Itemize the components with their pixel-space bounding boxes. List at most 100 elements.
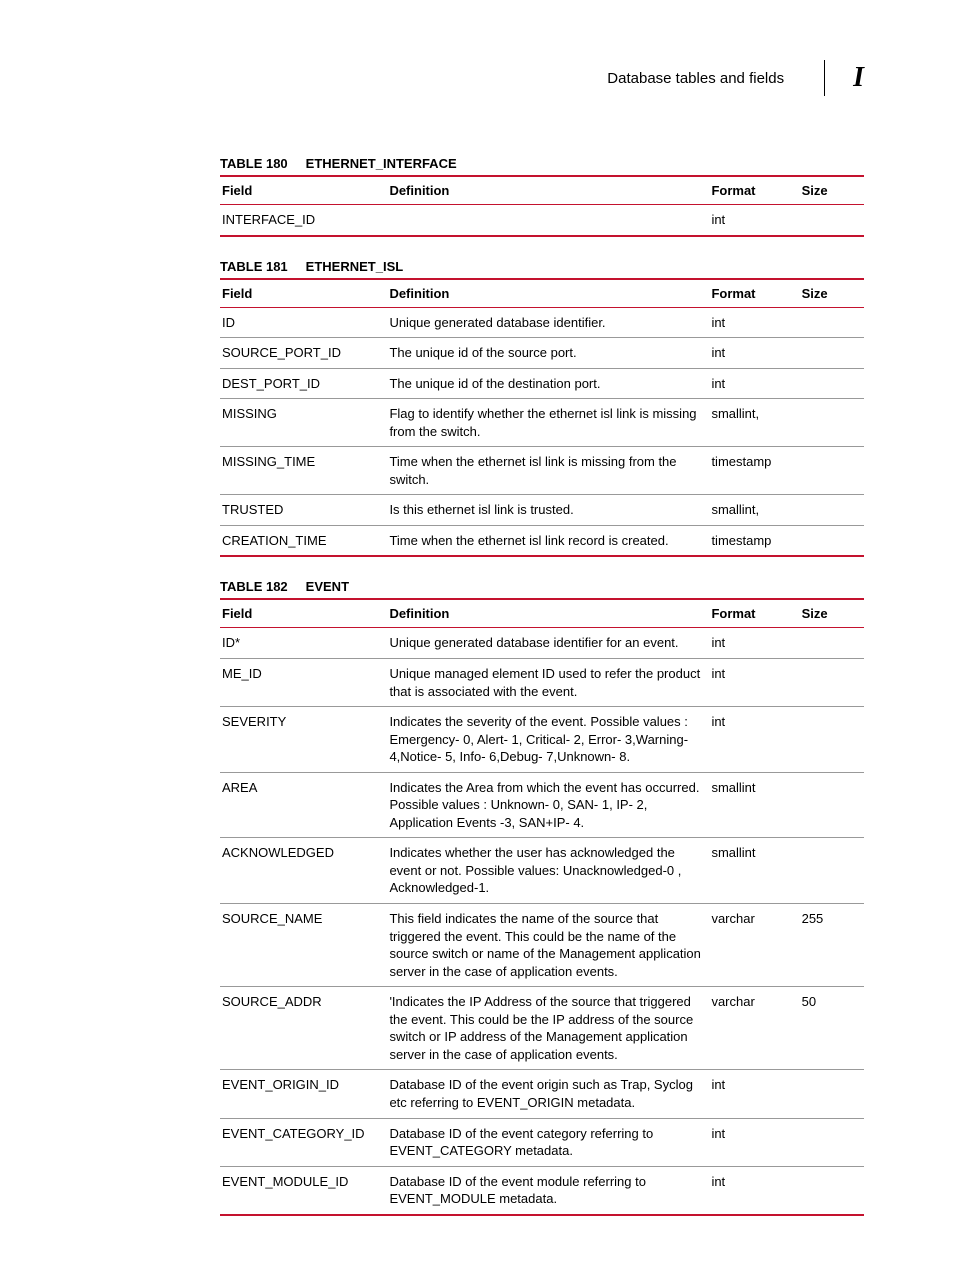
table-row: EVENT_MODULE_IDDatabase ID of the event … — [220, 1166, 864, 1215]
table-row: MISSINGFlag to identify whether the ethe… — [220, 399, 864, 447]
table-row: ME_IDUnique managed element ID used to r… — [220, 659, 864, 707]
cell-definition: The unique id of the destination port. — [387, 368, 709, 399]
table-block: TABLE 181 ETHERNET_ISL FieldDefinitionForm… — [220, 259, 864, 558]
table-row: SEVERITYIndicates the severity of the ev… — [220, 707, 864, 773]
cell-format: int — [709, 307, 799, 338]
table-name: EVENT — [306, 579, 349, 594]
cell-definition: Time when the ethernet isl link record i… — [387, 525, 709, 556]
table-row: SOURCE_ADDR'Indicates the IP Address of … — [220, 987, 864, 1070]
col-header-field: Field — [220, 176, 387, 205]
table-row: CREATION_TIMETime when the ethernet isl … — [220, 525, 864, 556]
cell-size — [800, 205, 864, 236]
table-header-row: FieldDefinitionFormatSize — [220, 279, 864, 308]
cell-definition: The unique id of the source port. — [387, 338, 709, 369]
cell-format: smallint — [709, 838, 799, 904]
table-number: TABLE 182 — [220, 579, 288, 594]
table-row: INTERFACE_IDint — [220, 205, 864, 236]
cell-definition: Indicates whether the user has acknowled… — [387, 838, 709, 904]
cell-format: timestamp — [709, 525, 799, 556]
cell-field: EVENT_MODULE_ID — [220, 1166, 387, 1215]
table-row: MISSING_TIMETime when the ethernet isl l… — [220, 447, 864, 495]
cell-definition: Database ID of the event category referr… — [387, 1118, 709, 1166]
cell-format: int — [709, 1166, 799, 1215]
cell-format: int — [709, 628, 799, 659]
cell-size — [800, 307, 864, 338]
table-row: TRUSTEDIs this ethernet isl link is trus… — [220, 495, 864, 526]
cell-field: SOURCE_PORT_ID — [220, 338, 387, 369]
cell-field: TRUSTED — [220, 495, 387, 526]
table-number: TABLE 180 — [220, 156, 288, 171]
cell-field: SEVERITY — [220, 707, 387, 773]
cell-definition: Unique generated database identifier. — [387, 307, 709, 338]
table-number: TABLE 181 — [220, 259, 288, 274]
cell-definition: Indicates the Area from which the event … — [387, 772, 709, 838]
cell-definition: Database ID of the event module referrin… — [387, 1166, 709, 1215]
cell-size: 255 — [800, 904, 864, 987]
cell-size — [800, 1070, 864, 1118]
cell-size — [800, 838, 864, 904]
cell-format: varchar — [709, 987, 799, 1070]
cell-format: int — [709, 707, 799, 773]
table-row: DEST_PORT_IDThe unique id of the destina… — [220, 368, 864, 399]
table-caption: TABLE 182 EVENT — [220, 579, 864, 594]
cell-definition — [387, 205, 709, 236]
table-row: SOURCE_PORT_IDThe unique id of the sourc… — [220, 338, 864, 369]
db-table: FieldDefinitionFormatSizeID*Unique gener… — [220, 598, 864, 1215]
cell-field: AREA — [220, 772, 387, 838]
col-header-size: Size — [800, 279, 864, 308]
cell-field: EVENT_ORIGIN_ID — [220, 1070, 387, 1118]
cell-field: MISSING — [220, 399, 387, 447]
cell-field: EVENT_CATEGORY_ID — [220, 1118, 387, 1166]
col-header-field: Field — [220, 279, 387, 308]
db-table: FieldDefinitionFormatSizeINTERFACE_IDint — [220, 175, 864, 237]
cell-size: 50 — [800, 987, 864, 1070]
cell-definition: Time when the ethernet isl link is missi… — [387, 447, 709, 495]
cell-size — [800, 772, 864, 838]
table-row: SOURCE_NAMEThis field indicates the name… — [220, 904, 864, 987]
cell-size — [800, 1118, 864, 1166]
cell-size — [800, 659, 864, 707]
cell-field: ID — [220, 307, 387, 338]
col-header-definition: Definition — [387, 599, 709, 628]
cell-field: ME_ID — [220, 659, 387, 707]
cell-size — [800, 368, 864, 399]
cell-field: SOURCE_ADDR — [220, 987, 387, 1070]
cell-field: ACKNOWLEDGED — [220, 838, 387, 904]
page: Database tables and fields I TABLE 180 ET… — [0, 0, 954, 1278]
cell-format: int — [709, 205, 799, 236]
cell-format: int — [709, 368, 799, 399]
table-header-row: FieldDefinitionFormatSize — [220, 599, 864, 628]
cell-format: smallint — [709, 772, 799, 838]
cell-format: int — [709, 1118, 799, 1166]
cell-definition: Is this ethernet isl link is trusted. — [387, 495, 709, 526]
cell-size — [800, 495, 864, 526]
cell-field: SOURCE_NAME — [220, 904, 387, 987]
cell-format: int — [709, 659, 799, 707]
table-head: FieldDefinitionFormatSize — [220, 176, 864, 205]
cell-size — [800, 338, 864, 369]
cell-format: smallint, — [709, 399, 799, 447]
table-row: EVENT_CATEGORY_IDDatabase ID of the even… — [220, 1118, 864, 1166]
cell-size — [800, 525, 864, 556]
cell-format: int — [709, 1070, 799, 1118]
table-row: ACKNOWLEDGEDIndicates whether the user h… — [220, 838, 864, 904]
appendix-badge: I — [824, 60, 864, 96]
cell-format: varchar — [709, 904, 799, 987]
col-header-format: Format — [709, 176, 799, 205]
cell-definition: Indicates the severity of the event. Pos… — [387, 707, 709, 773]
table-name: ETHERNET_ISL — [306, 259, 404, 274]
header-section-title: Database tables and fields — [607, 70, 784, 87]
table-row: IDUnique generated database identifier.i… — [220, 307, 864, 338]
table-name: ETHERNET_INTERFACE — [306, 156, 457, 171]
cell-format: int — [709, 338, 799, 369]
tables-container: TABLE 180ETHERNET_INTERFACEFieldDefiniti… — [220, 156, 864, 1216]
table-head: FieldDefinitionFormatSize — [220, 599, 864, 628]
cell-size — [800, 628, 864, 659]
cell-size — [800, 707, 864, 773]
table-block: TABLE 182EVENTFieldDefinitionFormatSizeI… — [220, 579, 864, 1215]
col-header-field: Field — [220, 599, 387, 628]
col-header-size: Size — [800, 599, 864, 628]
db-table: FieldDefinitionFormatSizeIDUnique genera… — [220, 278, 864, 558]
table-body: IDUnique generated database identifier.i… — [220, 307, 864, 556]
cell-field: DEST_PORT_ID — [220, 368, 387, 399]
